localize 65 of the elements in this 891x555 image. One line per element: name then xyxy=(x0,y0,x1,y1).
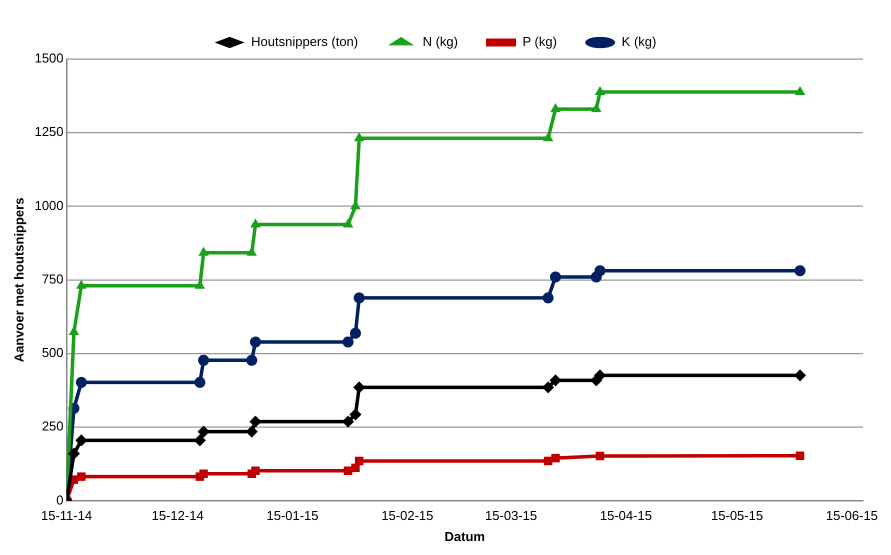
point xyxy=(198,354,210,366)
point xyxy=(246,426,258,438)
y-tick-label: 750 xyxy=(42,271,64,286)
y-axis-title: Aanvoer met houtsnippers xyxy=(11,198,26,362)
x-tick-label: 15-03-15 xyxy=(485,508,538,524)
x-tick-label: 15-04-15 xyxy=(600,508,652,524)
point xyxy=(794,265,806,276)
point xyxy=(551,454,560,462)
point xyxy=(250,336,261,348)
legend-label: Houtsnippers (ton) xyxy=(251,34,358,50)
point xyxy=(594,265,606,276)
y-tick-label: 0 xyxy=(56,492,64,508)
point xyxy=(249,416,262,428)
point xyxy=(591,103,602,112)
point xyxy=(354,456,364,466)
y-tick-label: 1500 xyxy=(34,50,64,66)
point xyxy=(250,218,261,228)
point xyxy=(542,132,554,142)
point xyxy=(542,292,554,304)
point xyxy=(342,336,354,348)
point xyxy=(594,369,606,382)
x-tick-label: 15-06-15 xyxy=(826,508,878,524)
y-tick-label: 1000 xyxy=(34,198,64,213)
x-axis-title: Datum xyxy=(444,528,485,544)
legend-label: K (kg) xyxy=(622,34,656,50)
y-tick-label: 1250 xyxy=(34,124,64,140)
point xyxy=(594,86,606,95)
x-tick-label: 15-05-15 xyxy=(711,508,764,524)
point xyxy=(794,86,806,95)
point xyxy=(77,472,86,481)
x-tick-label: 15-12-14 xyxy=(152,508,204,524)
point xyxy=(199,469,208,478)
point xyxy=(68,326,80,336)
point xyxy=(354,292,365,304)
point xyxy=(794,369,806,382)
legend-label: P (kg) xyxy=(522,34,557,50)
point xyxy=(349,408,362,420)
point xyxy=(76,280,87,289)
point xyxy=(544,456,552,466)
x-tick-label: 15-11-14 xyxy=(40,508,92,524)
point xyxy=(342,218,354,228)
point xyxy=(596,452,604,460)
point xyxy=(251,466,260,475)
x-tick-label: 15-01-15 xyxy=(266,508,319,524)
point xyxy=(350,328,361,339)
point xyxy=(353,381,366,394)
point xyxy=(194,434,206,446)
point xyxy=(198,246,209,256)
point xyxy=(796,451,804,460)
point xyxy=(75,434,88,446)
point xyxy=(76,376,87,388)
point xyxy=(354,132,364,142)
legend-label: N (kg) xyxy=(422,34,458,50)
x-tick-label: 15-02-15 xyxy=(381,508,434,524)
y-tick-label: 500 xyxy=(42,345,64,360)
y-tick-label: 250 xyxy=(42,418,64,434)
point xyxy=(342,416,354,428)
point xyxy=(194,376,206,388)
point xyxy=(542,381,554,394)
point xyxy=(246,354,258,366)
point xyxy=(550,271,562,282)
point xyxy=(550,103,561,112)
point xyxy=(198,426,210,438)
point xyxy=(246,246,257,256)
point xyxy=(68,448,80,460)
